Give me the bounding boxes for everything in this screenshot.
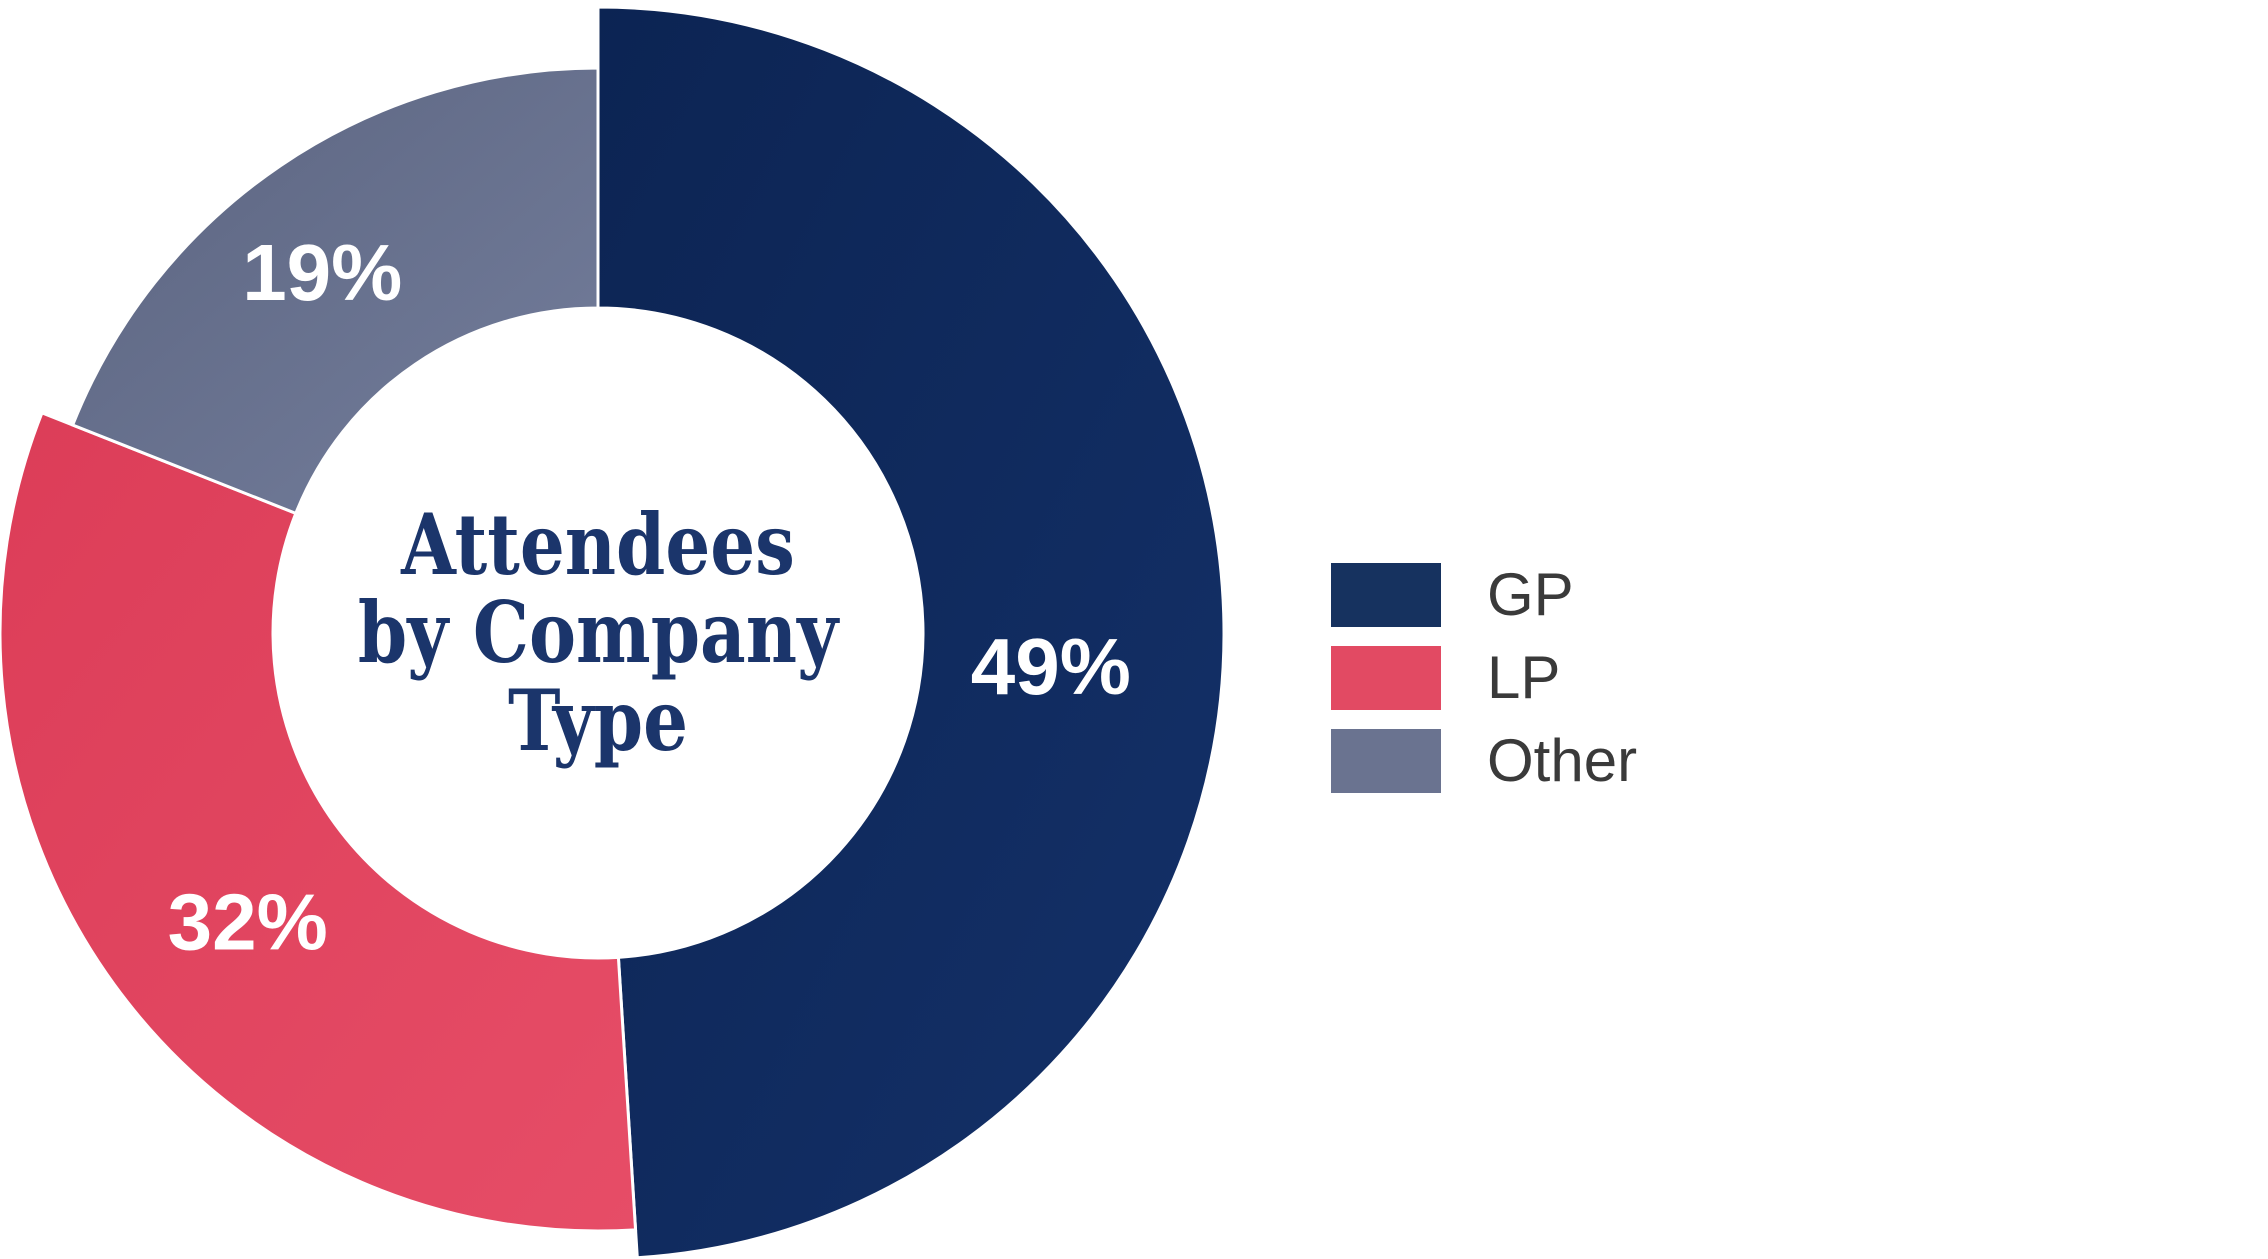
legend-item-lp: LP (1331, 646, 1637, 710)
chart-title-line-3: Type (508, 671, 688, 770)
donut-slice-other (70, 66, 600, 516)
legend-item-gp: GP (1331, 563, 1637, 627)
legend-swatch-other (1331, 729, 1441, 793)
donut-slice-lp (0, 410, 638, 1233)
donut-slice-labels: 49% 32% 19% (168, 228, 1131, 966)
legend-label-lp: LP (1487, 644, 1561, 711)
chart-title: Attendees by Company Type (220, 483, 976, 783)
legend-label-gp: GP (1487, 561, 1574, 628)
legend: GP LP Other (1331, 563, 1637, 793)
slice-label-other: 19% (242, 228, 402, 317)
slice-label-gp: 49% (971, 622, 1131, 711)
legend-item-other: Other (1331, 729, 1637, 793)
donut-slices (0, 5, 1226, 1259)
donut-slice-gp (596, 5, 1226, 1259)
legend-swatch-lp (1331, 646, 1441, 710)
chart-title-line-1: Attendees (401, 495, 795, 594)
legend-label-other: Other (1487, 727, 1638, 794)
chart-title-line-2: by Company (357, 583, 839, 682)
legend-swatch-gp (1331, 563, 1441, 627)
slice-label-lp: 32% (168, 877, 328, 966)
